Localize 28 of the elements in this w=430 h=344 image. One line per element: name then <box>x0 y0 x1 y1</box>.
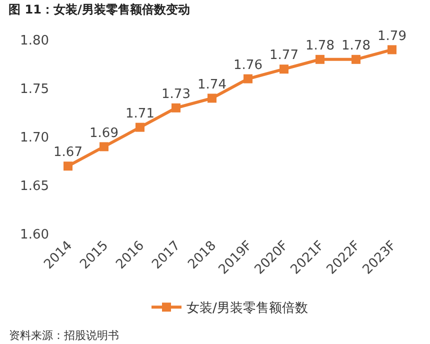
point <box>172 103 180 112</box>
point <box>244 74 252 84</box>
y-tick-label: 1.80 <box>20 34 49 49</box>
point <box>280 64 288 74</box>
data-label: 1.76 <box>234 58 262 73</box>
point <box>208 94 216 103</box>
chart-title: 图 11：女装/男装零售额倍数变动 <box>8 2 190 17</box>
data-label: 1.73 <box>162 87 190 102</box>
point <box>352 54 360 64</box>
point <box>316 54 324 64</box>
data-label: 1.69 <box>90 126 118 141</box>
data-label: 1.67 <box>54 145 82 160</box>
point <box>100 142 108 152</box>
y-tick-label: 1.65 <box>20 179 49 194</box>
data-label: 1.78 <box>342 38 370 54</box>
data-label: 1.78 <box>306 38 334 54</box>
data-label: 1.77 <box>270 48 298 64</box>
y-tick-label: 1.60 <box>20 228 49 243</box>
point <box>388 45 396 54</box>
y-tick-label: 1.70 <box>20 130 49 146</box>
text: 资料来源：招股说明书 <box>9 329 119 342</box>
y-tick-label: 1.75 <box>20 82 49 98</box>
point <box>136 122 144 132</box>
data-label: 1.71 <box>126 106 154 122</box>
data-label: 1.74 <box>198 77 226 92</box>
legend-label: 女装/男装零售额倍数 <box>186 301 308 316</box>
point <box>64 162 72 171</box>
data-label: 1.79 <box>378 28 406 44</box>
